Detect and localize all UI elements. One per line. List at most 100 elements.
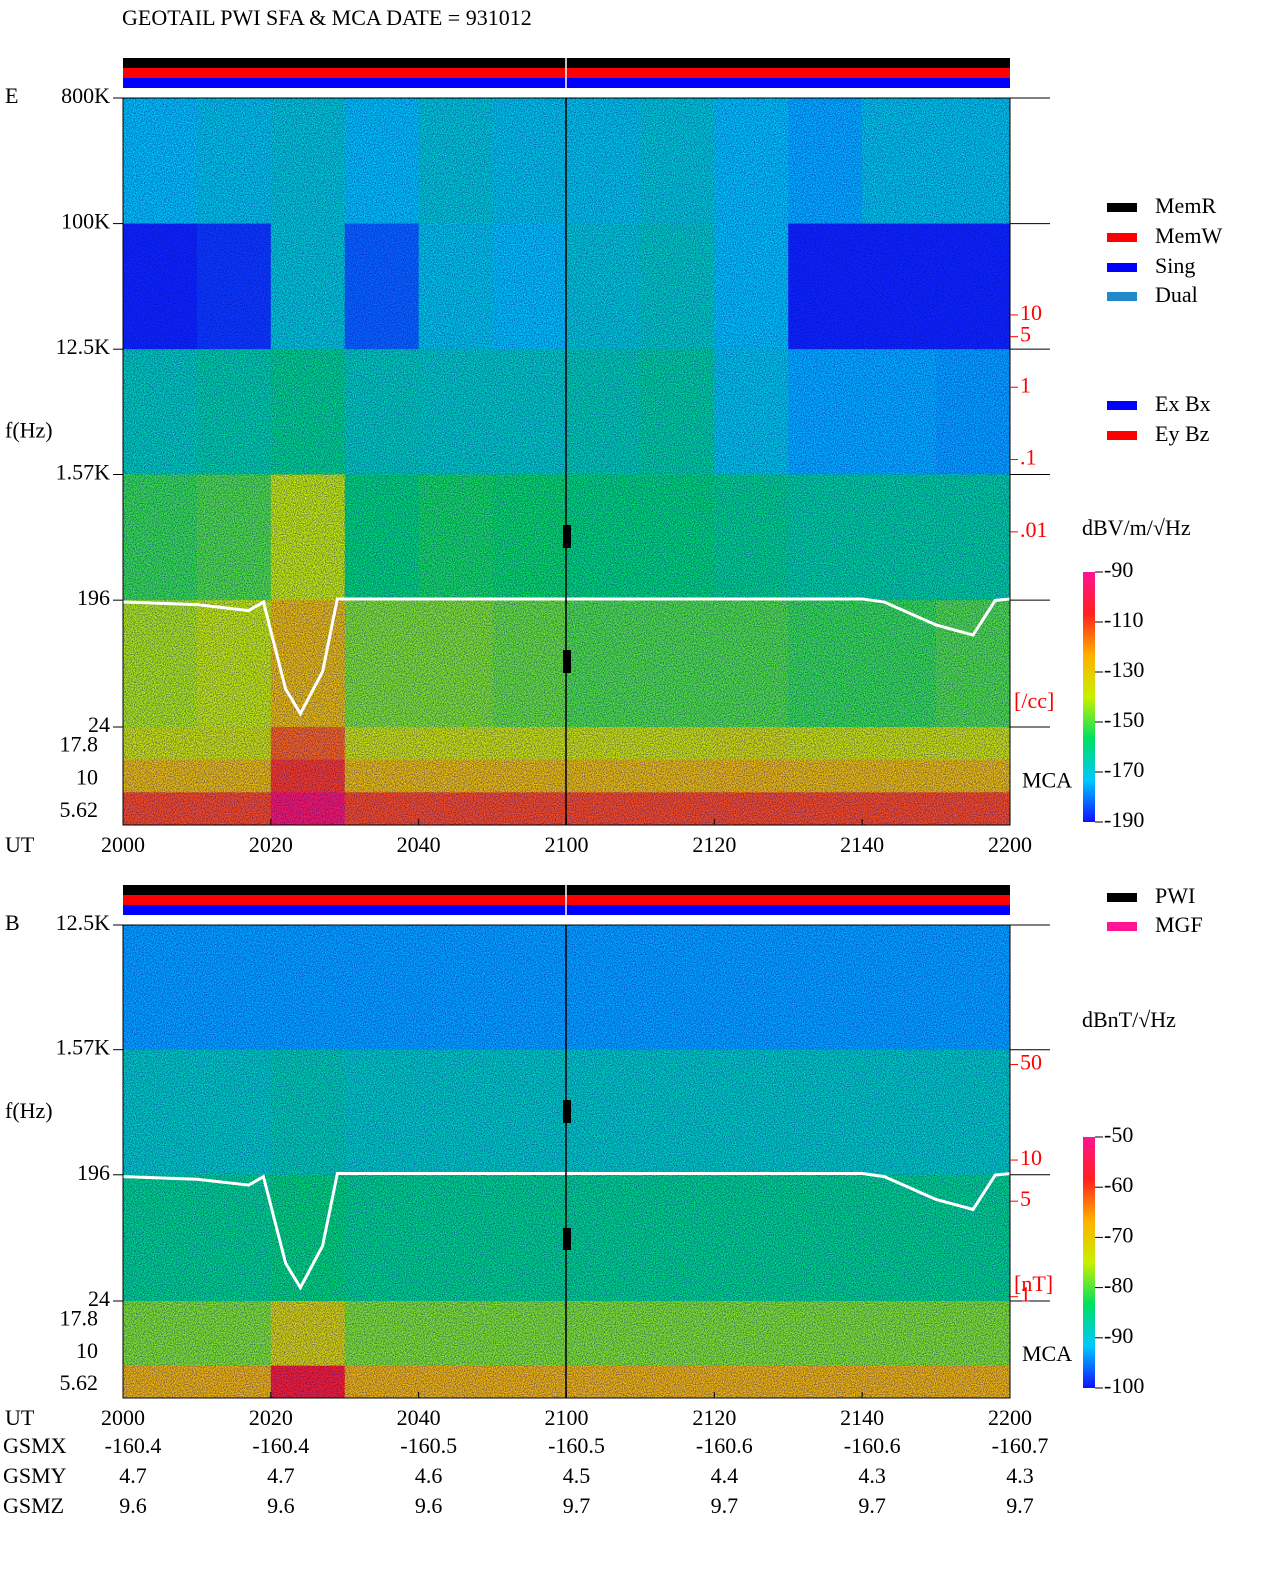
y-axis-label: f(Hz) bbox=[5, 1098, 53, 1123]
y2-tick-label: 10 bbox=[1020, 1145, 1042, 1170]
mca-channel-label: 17.8 bbox=[60, 732, 99, 757]
ephemeris-name: GSMY bbox=[3, 1463, 67, 1488]
y-tick-label: 196 bbox=[77, 1160, 110, 1185]
colorbar-tick-label: -110 bbox=[1104, 607, 1144, 632]
mca-channel-label: 5.62 bbox=[60, 797, 99, 822]
ephemeris-value: 9.6 bbox=[119, 1493, 147, 1518]
x-tick-label: 2040 bbox=[397, 1405, 441, 1430]
legend-swatch bbox=[1107, 893, 1137, 902]
colorbar-tick-label: -90 bbox=[1104, 1323, 1133, 1348]
colorbar-unit: dBnT/√Hz bbox=[1082, 1007, 1176, 1032]
ephemeris-value: 9.7 bbox=[858, 1493, 886, 1518]
y-tick-label: 1.57K bbox=[56, 460, 111, 485]
ephemeris-value: -160.5 bbox=[548, 1433, 605, 1458]
legend-label: MGF bbox=[1155, 912, 1203, 937]
y-tick-label: 24 bbox=[88, 712, 110, 737]
x-tick-label: 2100 bbox=[545, 1405, 589, 1430]
colorbar-unit: dBV/m/√Hz bbox=[1082, 515, 1191, 540]
legend-swatch bbox=[1107, 233, 1137, 242]
y2-tick-label: 5 bbox=[1020, 1186, 1031, 1211]
panel-label: E bbox=[5, 83, 18, 108]
y2-tick-label: .1 bbox=[1020, 445, 1037, 470]
colorbar-tick-label: -100 bbox=[1104, 1373, 1144, 1398]
x-tick-label: 2120 bbox=[692, 1405, 736, 1430]
y-tick-label: 12.5K bbox=[56, 334, 111, 359]
x-tick-label: 2140 bbox=[840, 832, 884, 857]
legend-label: MemR bbox=[1155, 193, 1216, 218]
instrument-marker bbox=[563, 525, 571, 548]
cyclotron-line bbox=[122, 1172, 1011, 1291]
x-tick-label: 2140 bbox=[840, 1405, 884, 1430]
colorbar-tick-label: -170 bbox=[1104, 757, 1144, 782]
legend-label: MemW bbox=[1155, 223, 1222, 248]
ephemeris-value: -160.4 bbox=[105, 1433, 162, 1458]
y-tick-label: 800K bbox=[61, 83, 110, 108]
y-tick-label: 24 bbox=[88, 1286, 110, 1311]
ephemeris-value: 9.7 bbox=[711, 1493, 739, 1518]
ephemeris-value: 4.3 bbox=[1006, 1463, 1034, 1488]
cyclotron-line bbox=[122, 597, 1011, 717]
mca-label: MCA bbox=[1022, 768, 1072, 793]
x-tick-label: 2120 bbox=[692, 832, 736, 857]
y2-tick-label: .01 bbox=[1020, 517, 1048, 542]
y-tick-label: 12.5K bbox=[56, 910, 111, 935]
instrument-marker bbox=[563, 650, 571, 673]
ephemeris-value: 9.6 bbox=[415, 1493, 443, 1518]
ephemeris-value: -160.6 bbox=[844, 1433, 901, 1458]
x-tick-label: 2000 bbox=[101, 1405, 145, 1430]
legend-swatch bbox=[1107, 263, 1137, 272]
y-tick-label: 100K bbox=[61, 209, 110, 234]
mca-channel-label: 17.8 bbox=[60, 1305, 99, 1330]
y-tick-label: 1.57K bbox=[56, 1035, 111, 1060]
x-tick-label: 2200 bbox=[988, 1405, 1032, 1430]
y2-axis-label: [nT] bbox=[1014, 1271, 1053, 1296]
x-tick-label: 2040 bbox=[397, 832, 441, 857]
legend-swatch bbox=[1107, 292, 1137, 301]
ephemeris-value: 9.6 bbox=[267, 1493, 295, 1518]
colorbar-tick-label: -130 bbox=[1104, 657, 1144, 682]
colorbar bbox=[1083, 572, 1095, 822]
y2-tick-label: 1 bbox=[1020, 1282, 1031, 1307]
ephemeris-value: 4.5 bbox=[563, 1463, 591, 1488]
ephemeris-value: -160.6 bbox=[696, 1433, 753, 1458]
colorbar-tick-label: -80 bbox=[1104, 1273, 1133, 1298]
ephemeris-value: -160.7 bbox=[992, 1433, 1049, 1458]
mca-label: MCA bbox=[1022, 1341, 1072, 1366]
ephemeris-value: 4.7 bbox=[267, 1463, 295, 1488]
mca-channel-label: 5.62 bbox=[60, 1370, 99, 1395]
y2-tick-label: 50 bbox=[1020, 1050, 1042, 1075]
instrument-marker bbox=[563, 1228, 571, 1250]
legend-label: Dual bbox=[1155, 282, 1198, 307]
instrument-marker bbox=[563, 1100, 571, 1123]
colorbar-tick-label: -50 bbox=[1104, 1122, 1133, 1147]
ephemeris-value: 9.7 bbox=[1006, 1493, 1034, 1518]
legend-label: PWI bbox=[1155, 883, 1195, 908]
mca-channel-label: 10 bbox=[76, 764, 98, 789]
colorbar-tick-label: -190 bbox=[1104, 807, 1144, 832]
x-tick-label: 2100 bbox=[545, 832, 589, 857]
colorbar-tick-label: -150 bbox=[1104, 707, 1144, 732]
y2-tick-label: 5 bbox=[1020, 322, 1031, 347]
legend-swatch bbox=[1107, 203, 1137, 212]
panel-label: B bbox=[5, 910, 20, 935]
colorbar-tick-label: -60 bbox=[1104, 1172, 1133, 1197]
x-tick-label: 2200 bbox=[988, 832, 1032, 857]
colorbar bbox=[1083, 1137, 1095, 1388]
ephemeris-value: -160.5 bbox=[400, 1433, 457, 1458]
ephemeris-value: 4.6 bbox=[415, 1463, 443, 1488]
ephemeris-value: 4.4 bbox=[711, 1463, 739, 1488]
x-tick-label: 2020 bbox=[249, 832, 293, 857]
legend-label: Ey Bz bbox=[1155, 421, 1210, 446]
legend-swatch bbox=[1107, 401, 1137, 410]
x-tick-label: 2000 bbox=[101, 832, 145, 857]
ephemeris-value: 9.7 bbox=[563, 1493, 591, 1518]
y2-tick-label: 1 bbox=[1020, 372, 1031, 397]
x-axis-label: UT bbox=[5, 832, 35, 857]
colorbar-tick-label: -90 bbox=[1104, 557, 1133, 582]
ephemeris-value: 4.3 bbox=[858, 1463, 886, 1488]
y2-axis-label: [/cc] bbox=[1014, 688, 1054, 713]
legend-swatch bbox=[1107, 431, 1137, 440]
chart-title: GEOTAIL PWI SFA & MCA DATE = 931012 bbox=[122, 5, 532, 30]
y2-tick-label: 10 bbox=[1020, 300, 1042, 325]
